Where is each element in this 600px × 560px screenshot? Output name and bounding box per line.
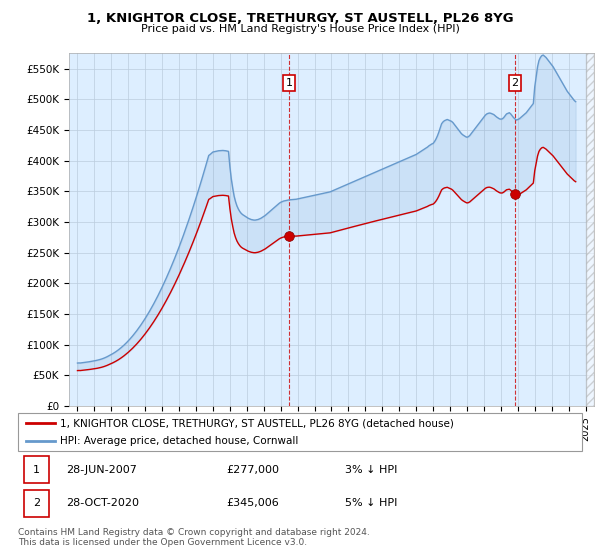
Text: 1: 1 bbox=[33, 465, 40, 475]
Text: Price paid vs. HM Land Registry's House Price Index (HPI): Price paid vs. HM Land Registry's House … bbox=[140, 24, 460, 34]
Text: £345,006: £345,006 bbox=[227, 498, 280, 508]
FancyBboxPatch shape bbox=[18, 413, 582, 451]
FancyBboxPatch shape bbox=[23, 456, 49, 483]
Text: 28-JUN-2007: 28-JUN-2007 bbox=[66, 465, 137, 475]
FancyBboxPatch shape bbox=[23, 490, 49, 516]
Text: Contains HM Land Registry data © Crown copyright and database right 2024.
This d: Contains HM Land Registry data © Crown c… bbox=[18, 528, 370, 547]
Text: £277,000: £277,000 bbox=[227, 465, 280, 475]
Text: HPI: Average price, detached house, Cornwall: HPI: Average price, detached house, Corn… bbox=[60, 436, 299, 446]
Text: 2: 2 bbox=[511, 78, 518, 88]
Text: 5% ↓ HPI: 5% ↓ HPI bbox=[345, 498, 397, 508]
Text: 2: 2 bbox=[33, 498, 40, 508]
Text: 1: 1 bbox=[286, 78, 292, 88]
Text: 28-OCT-2020: 28-OCT-2020 bbox=[66, 498, 139, 508]
Text: 1, KNIGHTOR CLOSE, TRETHURGY, ST AUSTELL, PL26 8YG (detached house): 1, KNIGHTOR CLOSE, TRETHURGY, ST AUSTELL… bbox=[60, 418, 454, 428]
Text: 3% ↓ HPI: 3% ↓ HPI bbox=[345, 465, 397, 475]
Text: 1, KNIGHTOR CLOSE, TRETHURGY, ST AUSTELL, PL26 8YG: 1, KNIGHTOR CLOSE, TRETHURGY, ST AUSTELL… bbox=[86, 12, 514, 25]
